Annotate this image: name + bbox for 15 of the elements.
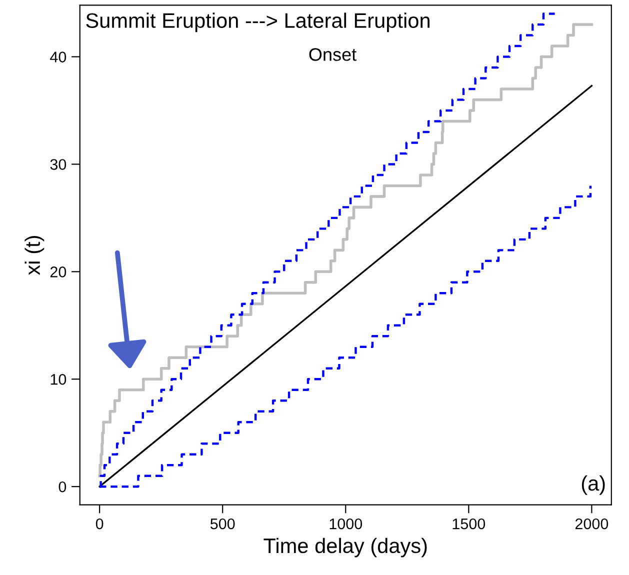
y-axis-title: xi (t) bbox=[24, 236, 44, 276]
x-tick-label: 2000 bbox=[575, 518, 608, 530]
chart-title: Summit Eruption ---> Lateral Eruption bbox=[86, 12, 430, 32]
x-tick-label: 500 bbox=[210, 518, 235, 530]
x-tick-label: 1000 bbox=[330, 518, 362, 530]
y-tick-label: 20 bbox=[50, 266, 66, 278]
annotation: (a) bbox=[582, 475, 605, 495]
y-tick-label: 40 bbox=[50, 52, 66, 62]
x-tick-label: 1500 bbox=[452, 518, 486, 530]
y-tick-label: 0 bbox=[58, 481, 66, 492]
y-tick-label: 30 bbox=[50, 159, 66, 170]
x-tick-label: 0 bbox=[96, 518, 104, 530]
y-tick-label: 10 bbox=[50, 374, 66, 385]
x-axis-title: Time delay (days) bbox=[264, 538, 427, 558]
text: Onset bbox=[309, 48, 356, 61]
